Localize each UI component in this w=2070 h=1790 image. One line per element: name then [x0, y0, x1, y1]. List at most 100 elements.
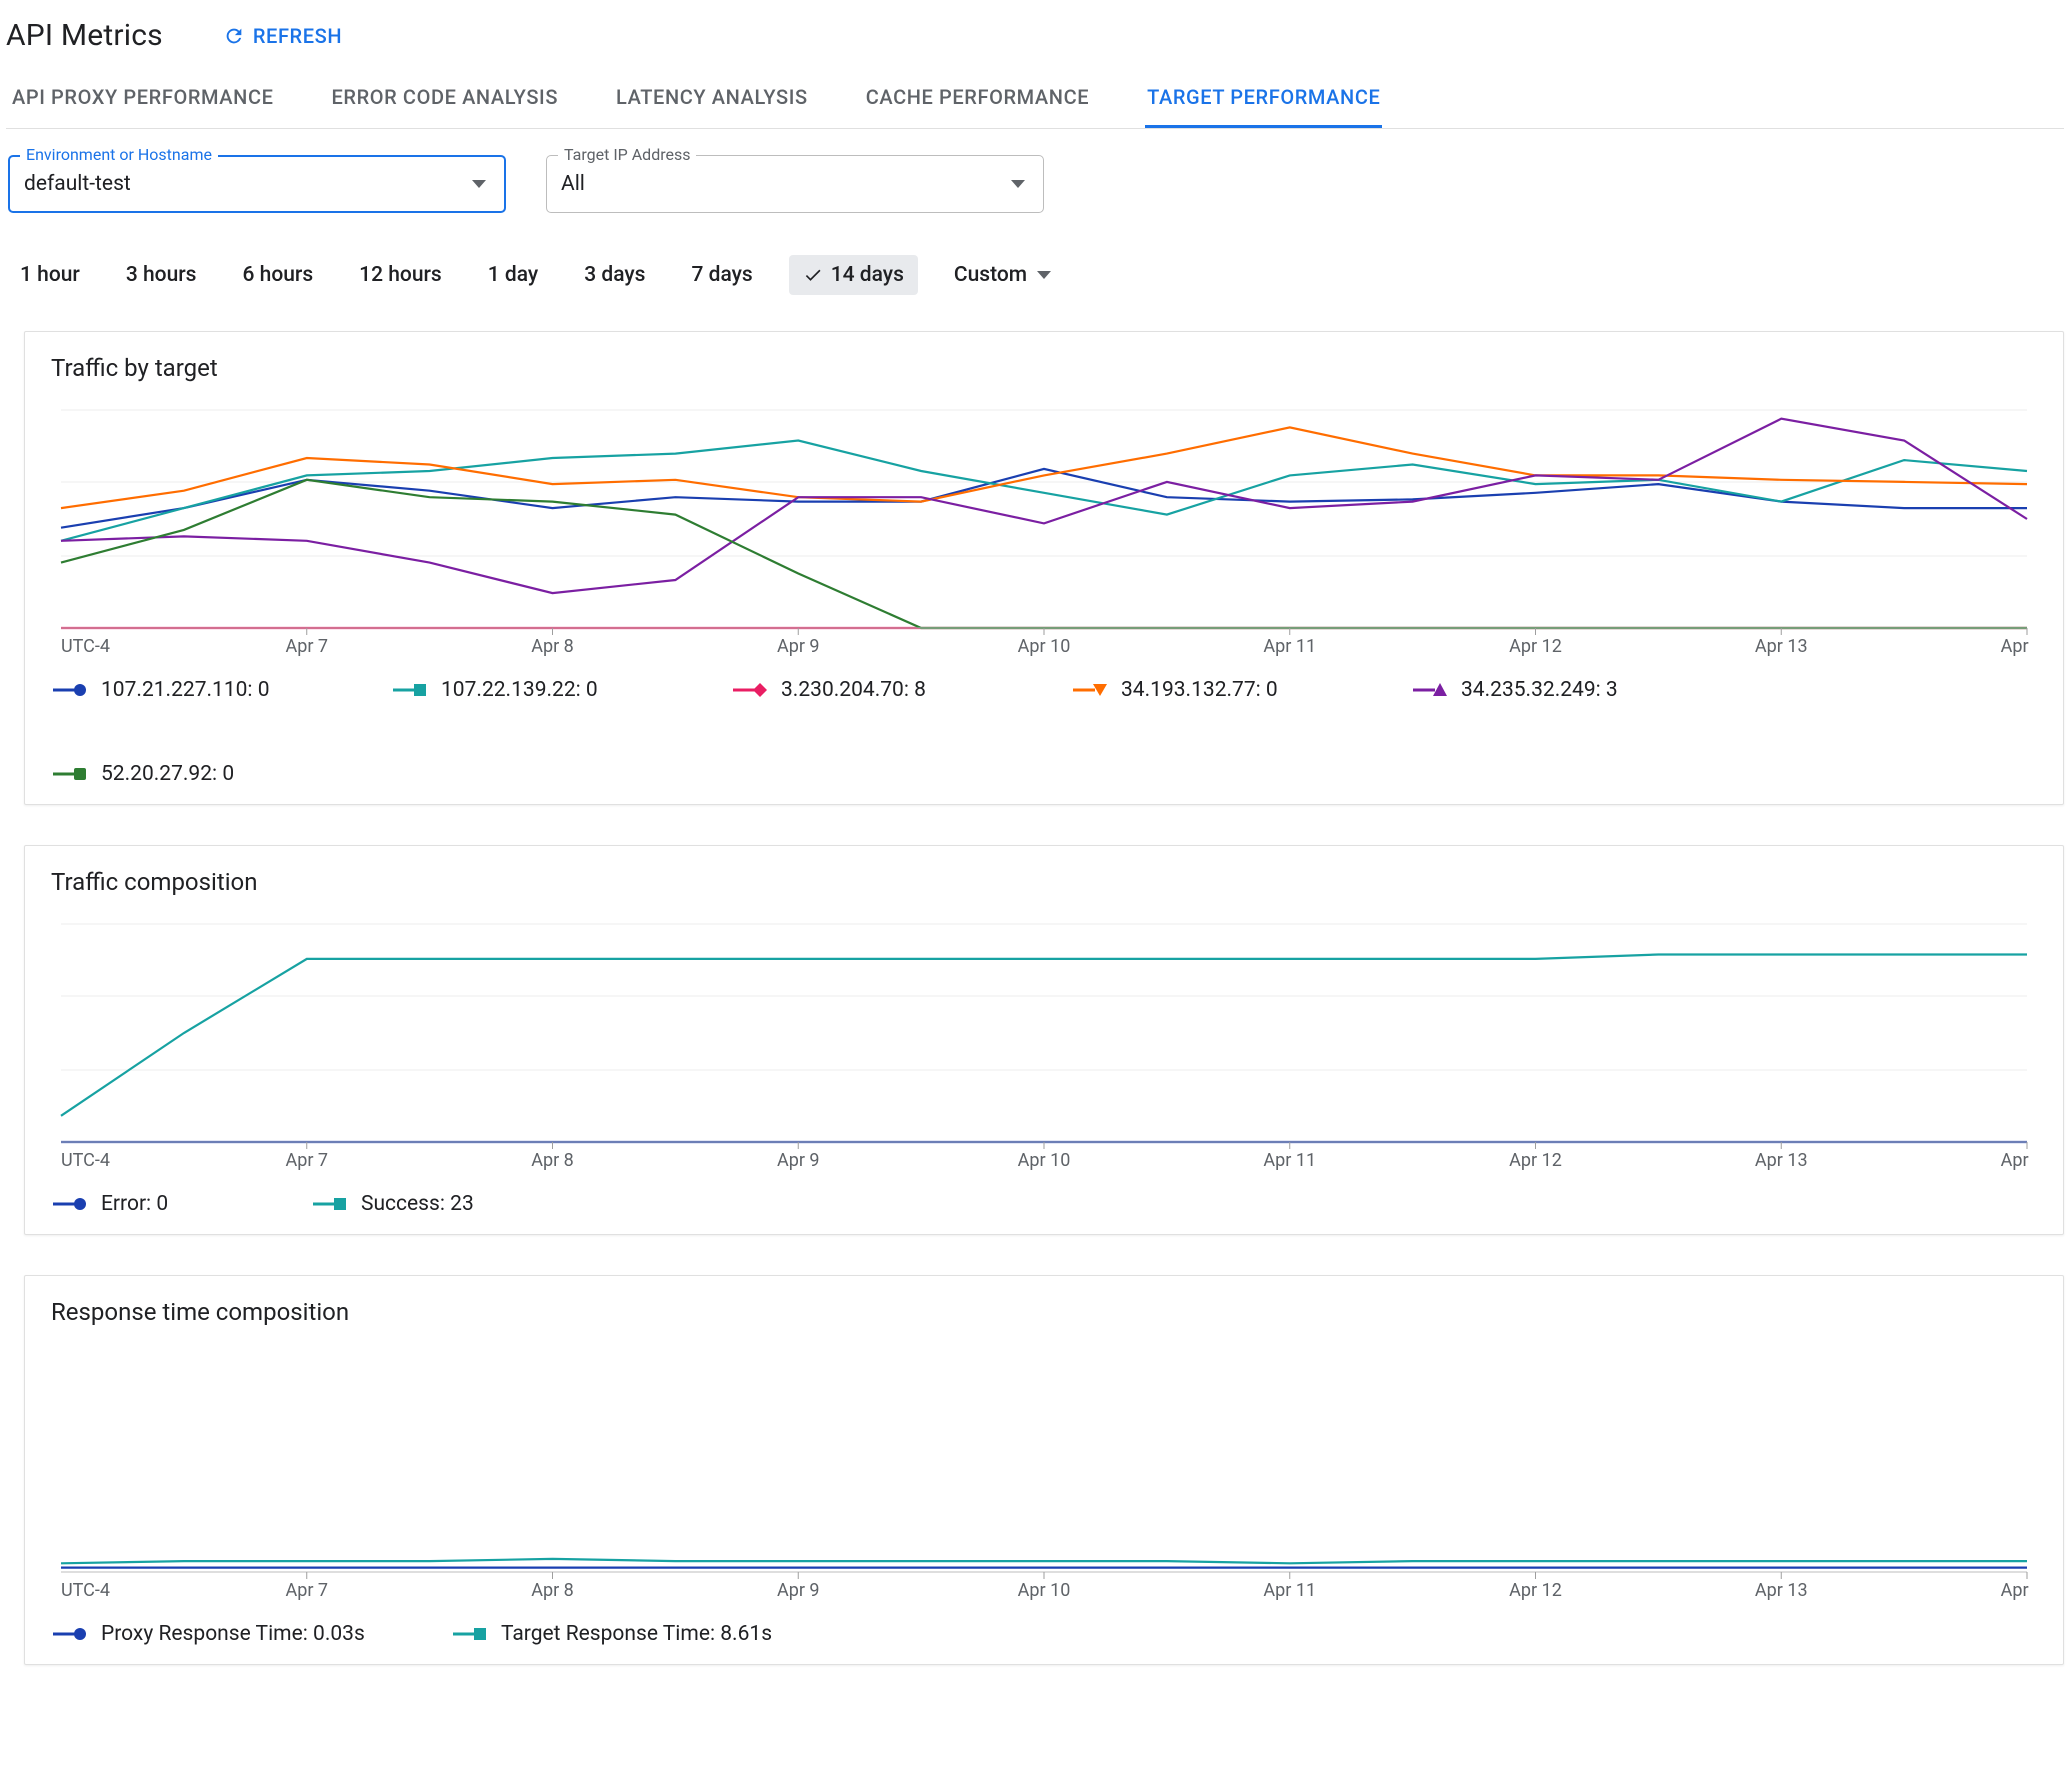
- target-ip-label: Target IP Address: [558, 145, 696, 164]
- legend-label: 3.230.204.70: 8: [781, 678, 926, 702]
- legend-swatch: [53, 682, 87, 698]
- legend-item[interactable]: 34.235.32.249: 3: [1413, 678, 1753, 702]
- response-time-legend: Proxy Response Time: 0.03s Target Respons…: [51, 1608, 2063, 1648]
- svg-text:Apr 7: Apr 7: [285, 1150, 328, 1171]
- refresh-button[interactable]: REFRESH: [223, 24, 342, 48]
- environment-value: default-test: [24, 172, 131, 196]
- legend-item[interactable]: 107.22.139.22: 0: [393, 678, 733, 702]
- range-14-days[interactable]: 14 days: [789, 255, 918, 295]
- tab-api-proxy-performance[interactable]: API PROXY PERFORMANCE: [10, 71, 276, 128]
- legend-item[interactable]: Error: 0: [53, 1192, 313, 1216]
- legend-item[interactable]: Proxy Response Time: 0.03s: [53, 1622, 453, 1646]
- legend-label: 34.193.132.77: 0: [1121, 678, 1278, 702]
- legend-swatch: [53, 1626, 87, 1642]
- tab-target-performance[interactable]: TARGET PERFORMANCE: [1145, 71, 1382, 128]
- tab-cache-performance[interactable]: CACHE PERFORMANCE: [864, 71, 1091, 128]
- legend-swatch: [1073, 682, 1107, 698]
- legend-item[interactable]: 3.230.204.70: 8: [733, 678, 1073, 702]
- legend-label: 34.235.32.249: 3: [1461, 678, 1618, 702]
- legend-label: Target Response Time: 8.61s: [501, 1622, 772, 1646]
- legend-swatch: [1413, 682, 1447, 698]
- traffic-by-target-chart: UTC-4 Apr 7 Apr 8 Apr 9 Apr 10 Apr 11 Apr 12 Ap…: [51, 404, 2063, 664]
- svg-text:Apr 7: Apr 7: [285, 1580, 328, 1601]
- svg-text:Apr 12: Apr 12: [1509, 1580, 1562, 1601]
- svg-text:Apr 10: Apr 10: [1018, 1580, 1071, 1601]
- page-title: API Metrics: [6, 18, 163, 53]
- legend-item[interactable]: Target Response Time: 8.61s: [453, 1622, 853, 1646]
- legend-label: Proxy Response Time: 0.03s: [101, 1622, 365, 1646]
- legend-label: Error: 0: [101, 1192, 168, 1216]
- chevron-down-icon: [1011, 180, 1025, 188]
- page-header: API Metrics REFRESH: [6, 10, 2064, 71]
- svg-text:Apr 12: Apr 12: [1509, 636, 1562, 657]
- svg-text:Apr 14: Apr 14: [2001, 636, 2031, 657]
- time-range-row: 1 hour 3 hours 6 hours 12 hours 1 day 3 days 7…: [6, 255, 2064, 295]
- filters-row: Environment or Hostname default-test Tar…: [6, 155, 2064, 213]
- svg-text:Apr 13: Apr 13: [1755, 636, 1808, 657]
- chart-title: Response time composition: [51, 1298, 2063, 1326]
- legend-swatch: [53, 1196, 87, 1212]
- svg-text:Apr 9: Apr 9: [777, 1150, 820, 1171]
- chart-title: Traffic by target: [51, 354, 2063, 382]
- traffic-by-target-card: Traffic by target UTC-4 Apr 7 Apr 8 Apr 9 Ap…: [24, 331, 2064, 805]
- legend-label: 52.20.27.92: 0: [101, 762, 234, 786]
- traffic-composition-card: Traffic composition UTC-4 Apr 7 Apr 8 Apr 9…: [24, 845, 2064, 1235]
- traffic-composition-legend: Error: 0 Success: 23: [51, 1178, 2063, 1218]
- svg-text:Apr 10: Apr 10: [1018, 1150, 1071, 1171]
- range-1-hour[interactable]: 1 hour: [10, 257, 90, 293]
- chevron-down-icon: [1037, 271, 1051, 279]
- svg-text:UTC-4: UTC-4: [61, 1150, 110, 1171]
- svg-text:Apr 13: Apr 13: [1755, 1150, 1808, 1171]
- svg-text:Apr 11: Apr 11: [1263, 636, 1316, 657]
- traffic-composition-chart: UTC-4Apr 7Apr 8Apr 9Apr 10Apr 11Apr 12Ap…: [51, 918, 2063, 1178]
- environment-field: Environment or Hostname default-test: [8, 155, 506, 213]
- range-3-hours[interactable]: 3 hours: [116, 257, 207, 293]
- range-1-day[interactable]: 1 day: [478, 257, 548, 293]
- range-12-hours[interactable]: 12 hours: [349, 257, 452, 293]
- refresh-label: REFRESH: [253, 24, 342, 48]
- legend-item[interactable]: 34.193.132.77: 0: [1073, 678, 1413, 702]
- tab-error-code-analysis[interactable]: ERROR CODE ANALYSIS: [330, 71, 561, 128]
- svg-text:Apr 8: Apr 8: [531, 636, 574, 657]
- svg-text:Apr 10: Apr 10: [1018, 636, 1071, 657]
- target-ip-field: Target IP Address All: [546, 155, 1044, 213]
- response-time-chart: UTC-4 Apr 7 Apr 8 Apr 9 Apr 10 Apr 11 Apr 12 Ap…: [51, 1348, 2063, 1608]
- svg-text:Apr 14: Apr 14: [2001, 1150, 2031, 1171]
- metrics-tabs: API PROXY PERFORMANCE ERROR CODE ANALYSIS…: [6, 71, 2064, 129]
- traffic-by-target-legend: 107.21.227.110: 0 107.22.139.22: 0 3.230.2…: [51, 664, 2063, 788]
- legend-item[interactable]: 52.20.27.92: 0: [53, 762, 393, 786]
- legend-label: 107.22.139.22: 0: [441, 678, 598, 702]
- response-time-card: Response time composition UTC-4 Apr 7 Apr …: [24, 1275, 2064, 1665]
- check-icon: [803, 265, 823, 285]
- chevron-down-icon: [472, 180, 486, 188]
- svg-text:UTC-4: UTC-4: [61, 1580, 110, 1601]
- environment-label: Environment or Hostname: [20, 145, 218, 164]
- legend-item[interactable]: 107.21.227.110: 0: [53, 678, 393, 702]
- range-custom[interactable]: Custom: [944, 257, 1061, 293]
- legend-item[interactable]: Success: 23: [313, 1192, 573, 1216]
- svg-text:Apr 14: Apr 14: [2001, 1580, 2031, 1601]
- svg-text:Apr 11: Apr 11: [1263, 1580, 1316, 1601]
- svg-text:Apr 9: Apr 9: [777, 1580, 820, 1601]
- range-3-days[interactable]: 3 days: [574, 257, 655, 293]
- legend-label: Success: 23: [361, 1192, 474, 1216]
- chart-title: Traffic composition: [51, 868, 2063, 896]
- tab-latency-analysis[interactable]: LATENCY ANALYSIS: [614, 71, 810, 128]
- svg-text:Apr 8: Apr 8: [531, 1150, 574, 1171]
- legend-swatch: [733, 682, 767, 698]
- target-ip-value: All: [561, 172, 585, 196]
- range-6-hours[interactable]: 6 hours: [233, 257, 324, 293]
- svg-text:Apr 13: Apr 13: [1755, 1580, 1808, 1601]
- range-7-days[interactable]: 7 days: [681, 257, 762, 293]
- svg-text:Apr 11: Apr 11: [1263, 1150, 1316, 1171]
- svg-text:Apr 7: Apr 7: [285, 636, 328, 657]
- legend-swatch: [313, 1196, 347, 1212]
- refresh-icon: [223, 25, 245, 47]
- legend-label: 107.21.227.110: 0: [101, 678, 270, 702]
- svg-text:Apr 9: Apr 9: [777, 636, 820, 657]
- legend-swatch: [53, 766, 87, 782]
- svg-text:Apr 8: Apr 8: [531, 1580, 574, 1601]
- svg-text:UTC-4: UTC-4: [61, 636, 110, 657]
- legend-swatch: [453, 1626, 487, 1642]
- legend-swatch: [393, 682, 427, 698]
